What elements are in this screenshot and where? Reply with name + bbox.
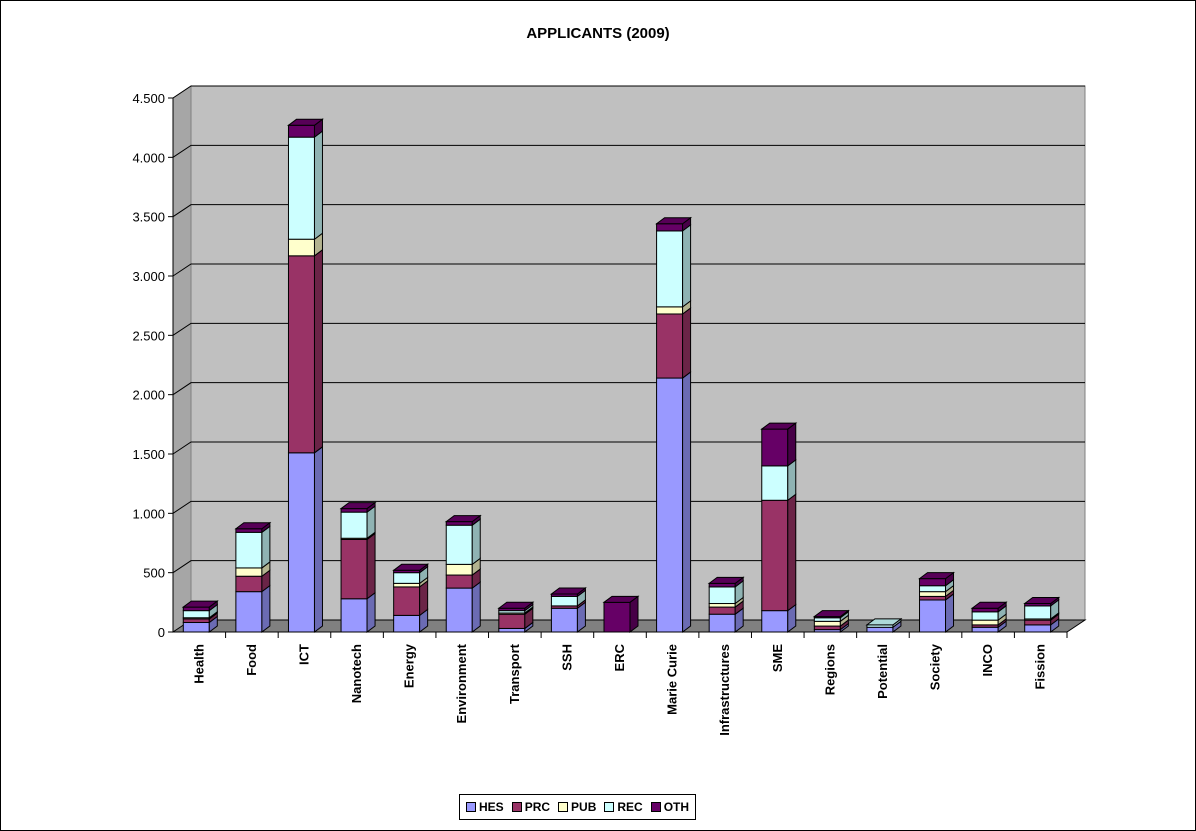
legend-label: PRC	[524, 800, 551, 814]
bar-top-face	[707, 576, 745, 584]
legend-item-hes: HES	[466, 800, 504, 814]
y-tick-label: 1.000	[132, 506, 165, 521]
bar-top-face	[234, 522, 272, 530]
bar-prc-energy	[393, 579, 429, 617]
bar-hes-environment	[445, 581, 481, 633]
legend-swatch	[511, 802, 522, 812]
bar-top-face	[286, 118, 324, 126]
bar-top-face	[655, 217, 693, 225]
bar-top-face	[181, 600, 219, 608]
bar-top-face	[339, 502, 377, 510]
bar-hes-marie-curie	[656, 371, 692, 633]
y-tick-label: 4.500	[132, 91, 165, 106]
bar-hes-energy	[393, 608, 429, 633]
bar-top-face	[497, 601, 535, 609]
bar-top-face	[760, 422, 798, 430]
bar-top-face	[444, 515, 482, 523]
bar-top-face	[865, 618, 903, 626]
bar-hes-food	[235, 584, 271, 633]
bar-oth-erc	[603, 595, 639, 633]
bar-hes-ict	[287, 445, 323, 633]
bar-rec-sme	[761, 458, 797, 502]
x-category-label: Regions	[822, 644, 837, 695]
bar-prc-ict	[287, 248, 323, 454]
gridline	[172, 382, 1085, 396]
plot-side-wall	[172, 85, 192, 633]
y-tick-label: 2.000	[132, 388, 165, 403]
x-category-label: Potential	[875, 644, 890, 699]
bar-rec-ict	[287, 130, 323, 241]
x-category-label: Health	[191, 644, 206, 684]
y-tick-label: 2.500	[132, 328, 165, 343]
x-category-label: SME	[770, 644, 785, 673]
gridline	[172, 322, 1085, 336]
legend-item-rec: REC	[604, 800, 643, 814]
bar-prc-sme	[761, 493, 797, 612]
legend-label: OTH	[663, 800, 690, 814]
bar-prc-nanotech	[340, 532, 376, 600]
gridline	[172, 204, 1085, 218]
y-tick-label: 1.500	[132, 447, 165, 462]
legend-label: PUB	[571, 800, 597, 814]
bar-top-face	[602, 595, 640, 603]
x-category-label: Society	[928, 643, 943, 690]
x-category-label: ERC	[612, 643, 627, 671]
bar-rec-nanotech	[340, 505, 376, 540]
plot-back-wall	[190, 85, 1086, 621]
x-category-label: SSH	[559, 644, 574, 671]
bar-rec-marie-curie	[656, 223, 692, 308]
y-tick-label: 3.500	[132, 210, 165, 225]
chart-title: APPLICANTS (2009)	[526, 25, 670, 42]
bar-top-face	[1023, 597, 1061, 605]
legend-swatch	[650, 802, 661, 812]
legend-label: REC	[617, 800, 643, 814]
x-category-label: Food	[244, 644, 259, 676]
legend-swatch	[466, 802, 476, 812]
x-category-label: Infrastructures	[717, 644, 732, 736]
bar-hes-sme	[761, 603, 797, 633]
bar-top-face	[812, 610, 850, 618]
x-category-label: Transport	[507, 643, 522, 704]
x-category-label: ICT	[296, 644, 311, 665]
legend-item-pub: PUB	[558, 800, 596, 814]
bar-top-face	[970, 601, 1008, 609]
x-category-label: Marie Curie	[665, 644, 680, 715]
bar-hes-society	[919, 592, 955, 633]
bar-rec-environment	[445, 518, 481, 566]
gridline	[172, 263, 1085, 277]
legend-label: HES	[479, 800, 504, 814]
x-category-label: Environment	[454, 643, 469, 723]
y-tick-label: 4.000	[132, 150, 165, 165]
y-tick-label: 500	[143, 566, 165, 581]
x-category-label: INCO	[980, 644, 995, 677]
bar-prc-marie-curie	[656, 306, 692, 380]
x-category-label: Fission	[1033, 644, 1048, 690]
y-tick-label: 3.000	[132, 269, 165, 284]
bar-pub-ict	[287, 232, 323, 257]
legend-item-oth: OTH	[650, 800, 690, 814]
chart-legend: HES PRC PUB REC OTH	[459, 794, 697, 820]
gridline	[172, 85, 1085, 99]
legend-item-prc: PRC	[511, 800, 551, 814]
bar-top-face	[549, 587, 587, 595]
bar-rec-food	[235, 525, 271, 569]
bar-top-face	[392, 563, 430, 571]
gridline	[172, 144, 1085, 158]
y-tick-label: 0	[158, 625, 165, 640]
bar-top-face	[918, 572, 956, 580]
x-category-label: Energy	[402, 643, 417, 688]
legend-swatch	[558, 802, 569, 812]
bar-pub-inco	[971, 613, 1007, 626]
bar-oth-sme	[761, 422, 797, 467]
x-category-label: Nanotech	[349, 644, 364, 703]
legend-swatch	[604, 802, 615, 812]
